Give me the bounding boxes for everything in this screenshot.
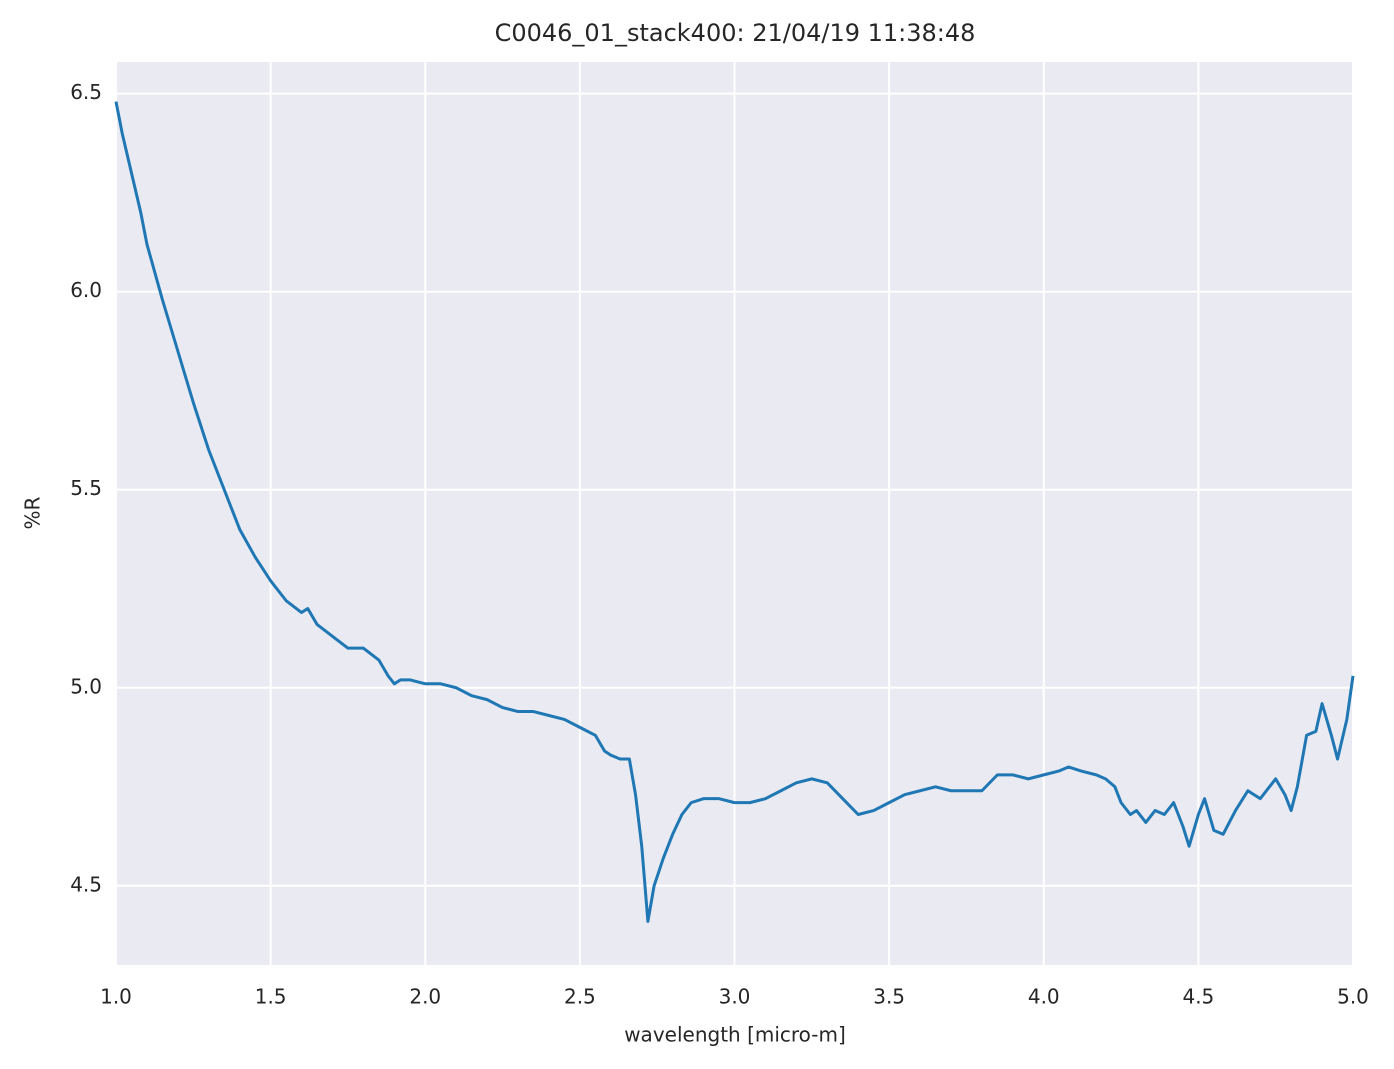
y-tick-label: 6.0 <box>70 278 102 302</box>
x-tick-label: 4.5 <box>1182 985 1214 1009</box>
x-tick-label: 5.0 <box>1337 985 1369 1009</box>
y-axis-label: %R <box>21 496 45 529</box>
data-line <box>114 101 1355 923</box>
y-tick-label: 4.5 <box>70 872 102 896</box>
x-axis-label: wavelength [micro-m] <box>624 1023 846 1047</box>
y-tick-label: 6.5 <box>70 80 102 104</box>
chart-title: C0046_01_stack400: 21/04/19 11:38:48 <box>495 19 976 47</box>
x-tick-label: 2.0 <box>409 985 441 1009</box>
x-tick-label: 3.0 <box>719 985 751 1009</box>
y-tick-label: 5.5 <box>70 476 102 500</box>
x-tick-label: 2.5 <box>564 985 596 1009</box>
x-tick-label: 3.5 <box>873 985 905 1009</box>
grid <box>115 62 1354 965</box>
x-tick-label: 1.5 <box>255 985 287 1009</box>
x-tick-label: 4.0 <box>1028 985 1060 1009</box>
x-tick-label: 1.0 <box>100 985 132 1009</box>
y-tick-label: 5.0 <box>70 674 102 698</box>
